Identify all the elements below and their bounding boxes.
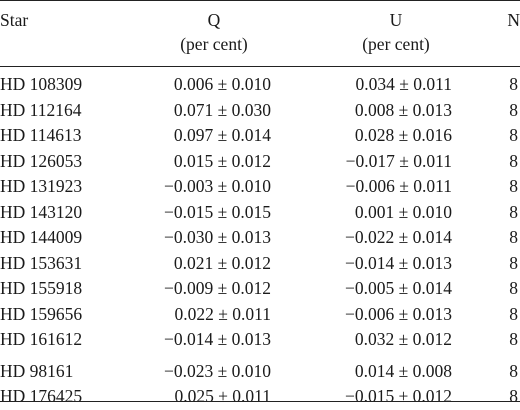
header-q: Q (per cent): [144, 8, 284, 56]
table-row: HD 144009 −0.030 ± 0.013 −0.022 ± 0.014 …: [0, 225, 520, 251]
cell-n: 8: [509, 386, 518, 406]
cell-q: −0.023 ± 0.010: [164, 360, 271, 381]
cell-u: −0.006 ± 0.013: [345, 303, 452, 324]
cell-n: 8: [509, 99, 518, 120]
cell-n: 8: [509, 176, 518, 196]
table-row: HD 153631 0.021 ± 0.012 −0.014 ± 0.013 8: [0, 251, 520, 277]
cell-star: HD 159656: [0, 303, 83, 324]
cell-star: HD 144009: [0, 227, 83, 247]
cell-q: −0.015 ± 0.015: [164, 201, 271, 222]
table-row: HD 143120 −0.015 ± 0.015 0.001 ± 0.010 8: [0, 200, 520, 226]
header-u-label: U: [389, 10, 403, 30]
cell-n: 8: [509, 278, 518, 298]
cell-n: 8: [509, 252, 518, 273]
cell-star: HD 98161: [0, 360, 74, 381]
cell-q: −0.009 ± 0.012: [164, 278, 271, 298]
cell-n: 8: [509, 329, 518, 349]
table-body: HD 108309 0.006 ± 0.010 0.034 ± 0.011 8 …: [0, 72, 520, 410]
cell-q: 0.071 ± 0.030: [173, 99, 271, 120]
table-row: HD 114613 0.097 ± 0.014 0.028 ± 0.016 8: [0, 123, 520, 149]
cell-n: 8: [509, 201, 518, 222]
table-row: HD 98161 −0.023 ± 0.010 0.014 ± 0.008 8: [0, 359, 520, 385]
cell-n: 8: [509, 74, 518, 94]
header-n: N: [507, 10, 520, 30]
cell-q: 0.022 ± 0.011: [174, 303, 271, 324]
table-row: HD 155918 −0.009 ± 0.012 −0.005 ± 0.014 …: [0, 276, 520, 302]
table-row: HD 131923 −0.003 ± 0.010 −0.006 ± 0.011 …: [0, 174, 520, 200]
cell-q: 0.097 ± 0.014: [173, 125, 271, 145]
table-row: HD 126053 0.015 ± 0.012 −0.017 ± 0.011 8: [0, 149, 520, 175]
cell-star: HD 176425: [0, 386, 83, 406]
header-u: U (per cent): [326, 8, 466, 56]
cell-q: 0.015 ± 0.012: [173, 150, 271, 171]
cell-star: HD 126053: [0, 150, 83, 171]
cell-u: 0.028 ± 0.016: [354, 125, 452, 145]
header-u-unit: (per cent): [362, 34, 430, 54]
table-row: HD 176425 0.025 ± 0.011 −0.015 ± 0.012 8: [0, 384, 520, 410]
cell-q: 0.006 ± 0.010: [173, 74, 271, 94]
header-q-label: Q: [207, 10, 221, 30]
header-star: Star: [0, 10, 29, 30]
table-row: HD 108309 0.006 ± 0.010 0.034 ± 0.011 8: [0, 72, 520, 98]
cell-u: 0.008 ± 0.013: [354, 99, 452, 120]
cell-u: −0.022 ± 0.014: [345, 227, 452, 247]
table-row: HD 159656 0.022 ± 0.011 −0.006 ± 0.013 8: [0, 302, 520, 328]
cell-n: 8: [509, 150, 518, 171]
cell-star: HD 143120: [0, 201, 83, 222]
cell-q: −0.030 ± 0.013: [164, 227, 271, 247]
cell-u: 0.034 ± 0.011: [355, 74, 452, 94]
cell-u: −0.006 ± 0.011: [345, 176, 452, 196]
cell-n: 8: [509, 360, 518, 381]
table-row: HD 161612 −0.014 ± 0.013 0.032 ± 0.012 8: [0, 327, 520, 353]
cell-u: −0.014 ± 0.013: [345, 252, 452, 273]
cell-n: 8: [509, 303, 518, 324]
cell-star: HD 108309: [0, 74, 83, 94]
cell-u: 0.014 ± 0.008: [354, 360, 452, 381]
cell-u: −0.015 ± 0.012: [345, 386, 452, 406]
cell-u: 0.001 ± 0.010: [354, 201, 452, 222]
cell-n: 8: [509, 125, 518, 145]
cell-u: −0.017 ± 0.011: [345, 150, 452, 171]
cell-q: 0.021 ± 0.012: [173, 252, 271, 273]
cell-star: HD 161612: [0, 329, 83, 349]
header-rule: [0, 66, 520, 67]
cell-star: HD 155918: [0, 278, 83, 298]
table-row: HD 112164 0.071 ± 0.030 0.008 ± 0.013 8: [0, 98, 520, 124]
cell-star: HD 112164: [0, 99, 82, 120]
cell-u: 0.032 ± 0.012: [354, 329, 452, 349]
cell-q: −0.003 ± 0.010: [164, 176, 271, 196]
cell-star: HD 131923: [0, 176, 83, 196]
top-rule: [0, 0, 520, 1]
cell-star: HD 114613: [0, 125, 82, 145]
cell-u: −0.005 ± 0.014: [345, 278, 452, 298]
cell-n: 8: [509, 227, 518, 247]
cell-star: HD 153631: [0, 252, 83, 273]
header-q-unit: (per cent): [180, 34, 248, 54]
cell-q: −0.014 ± 0.013: [164, 329, 271, 349]
cell-q: 0.025 ± 0.011: [174, 386, 271, 406]
